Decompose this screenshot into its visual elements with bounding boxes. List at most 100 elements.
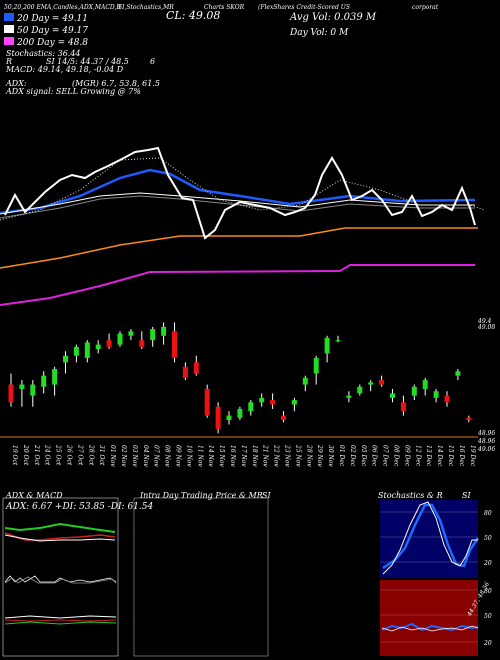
macd-lower-line-green [4,621,117,625]
rsi-value: SI 14/5: 44.37 / 48.5 [46,57,129,66]
date-tick-label: 20 Oct [22,444,29,466]
adx-panel-title: ADX & MACD [6,491,63,500]
intraday-panel-border [133,497,269,657]
candle-body [313,357,319,374]
candle-body [400,402,406,412]
candle-body [237,408,243,418]
candle-body [41,375,47,387]
indicator-lines-area [0,146,486,306]
stoch-tick-20: 20 [484,560,492,567]
header-title-part3: (FlexShares Credit-Scored US [258,4,350,11]
adx-panel-border [2,497,119,657]
date-tick-label: 11 Nov [196,445,203,467]
candle-body [422,380,428,389]
adx-prefix: ADX: [6,79,27,88]
date-tick-label: 15 Dec [447,445,454,467]
header-title-part1: 50,20,200 EMA,Candles,ADX,MACD,R [4,4,121,11]
candle-body [335,340,341,342]
candle-body [30,384,36,396]
candle-body [259,397,265,403]
legend-20day: 20 Day = 49.11 [4,13,88,24]
date-tick-label: 28 Oct [87,444,94,466]
candle-body [73,346,79,356]
dotted-line [0,157,486,221]
date-tick-label: 30 Nov [327,445,334,467]
date-tick-label: 16 Dec [458,445,465,467]
date-tick-label: 28 Nov [305,444,312,467]
candle-body [204,388,210,416]
rsi-tick-80: 80 [484,588,492,595]
candle-body [248,402,254,412]
candle-body [390,393,395,398]
date-tick-label: 12 Dec [414,445,421,467]
candle-body [193,362,199,374]
candle-body [324,337,330,354]
candle-body [368,382,374,385]
header-title-part4: corporat [412,4,439,11]
stochastics-value: Stochastics: 36.44 [6,49,81,58]
stoch-panel-title: Stochastics & R [378,491,443,500]
date-tick-label: 29 Nov [316,444,323,467]
candle-body [455,371,461,376]
close-price-label: CL: 49.08 [166,9,221,22]
date-tick-label: 02 Nov [120,445,127,467]
candle-body [226,415,232,421]
date-tick-label: 24 Oct [44,444,51,466]
legend-200day-swatch [4,37,14,45]
stoch-tick-80: 80 [484,510,492,517]
date-tick-label: 05 Dec [360,445,367,467]
stoch-k-line [382,503,480,570]
stochastics-panel [380,500,480,656]
date-tick-label: 14 Nov [207,445,214,467]
legend-50day: 50 Day = 49.17 [4,25,88,36]
intraday-panel-si: SI [262,491,271,500]
header-title-part2: SI,Stochastics,MR [118,4,174,11]
ema50-line [0,192,475,215]
date-tick-label: 25 Nov [294,444,301,467]
price-line [4,146,476,240]
date-tick-label: 16 Nov [229,445,236,467]
candlestick-area [0,322,478,438]
candle-body [84,342,90,358]
date-tick-label: 18 Nov [251,445,258,467]
candle-body [150,329,156,341]
date-tick-label: 09 Dec [403,445,410,467]
macd-lower-line-red [4,619,117,622]
legend-200day-label: 200 Day = 48.8 [17,38,89,48]
date-tick-label: 08 Dec [393,445,400,467]
macd-value: MACD: 49.14, 49.18, -0.04 D [6,65,124,74]
legend-50day-swatch [4,25,14,33]
rsi-line [381,622,479,632]
date-tick-label: 09 Nov [175,445,182,467]
rsi-tick-50: 50 [484,613,492,620]
date-tick-label: 21 Nov [262,444,269,467]
date-tick-label: 14 Dec [436,445,443,467]
adx-line [4,534,116,542]
date-tick-label: 17 Nov [240,445,247,467]
candle-body [291,400,297,405]
candle-body [466,417,472,421]
intraday-panel-title: Intra Day Trading Price & MR [140,491,263,500]
candle-body [52,369,58,385]
candle-body [444,395,450,403]
day-volume-label: Day Vol: 0 M [290,28,349,38]
date-tick-label: 04 Nov [142,445,149,467]
candle-body [172,331,177,358]
rsi-tick-20: 20 [484,640,492,647]
stoch-panel-si: SI [462,491,471,500]
candle-body [63,355,68,363]
candle-body [182,366,188,378]
legend-20day-swatch [4,13,14,21]
candle-body [19,384,25,389]
stoch-d-line [382,501,478,575]
legend-50day-label: 50 Day = 49.17 [17,26,89,36]
magenta-line [0,264,475,306]
price-tag-lower3: 49.06 [478,446,496,453]
legend-200day: 200 Day = 48.8 [4,37,88,48]
ema20-line [0,168,476,215]
adx-plus-di-line [4,522,116,533]
candle-body [379,380,385,385]
candle-body [139,340,145,347]
candle-body [281,415,286,421]
